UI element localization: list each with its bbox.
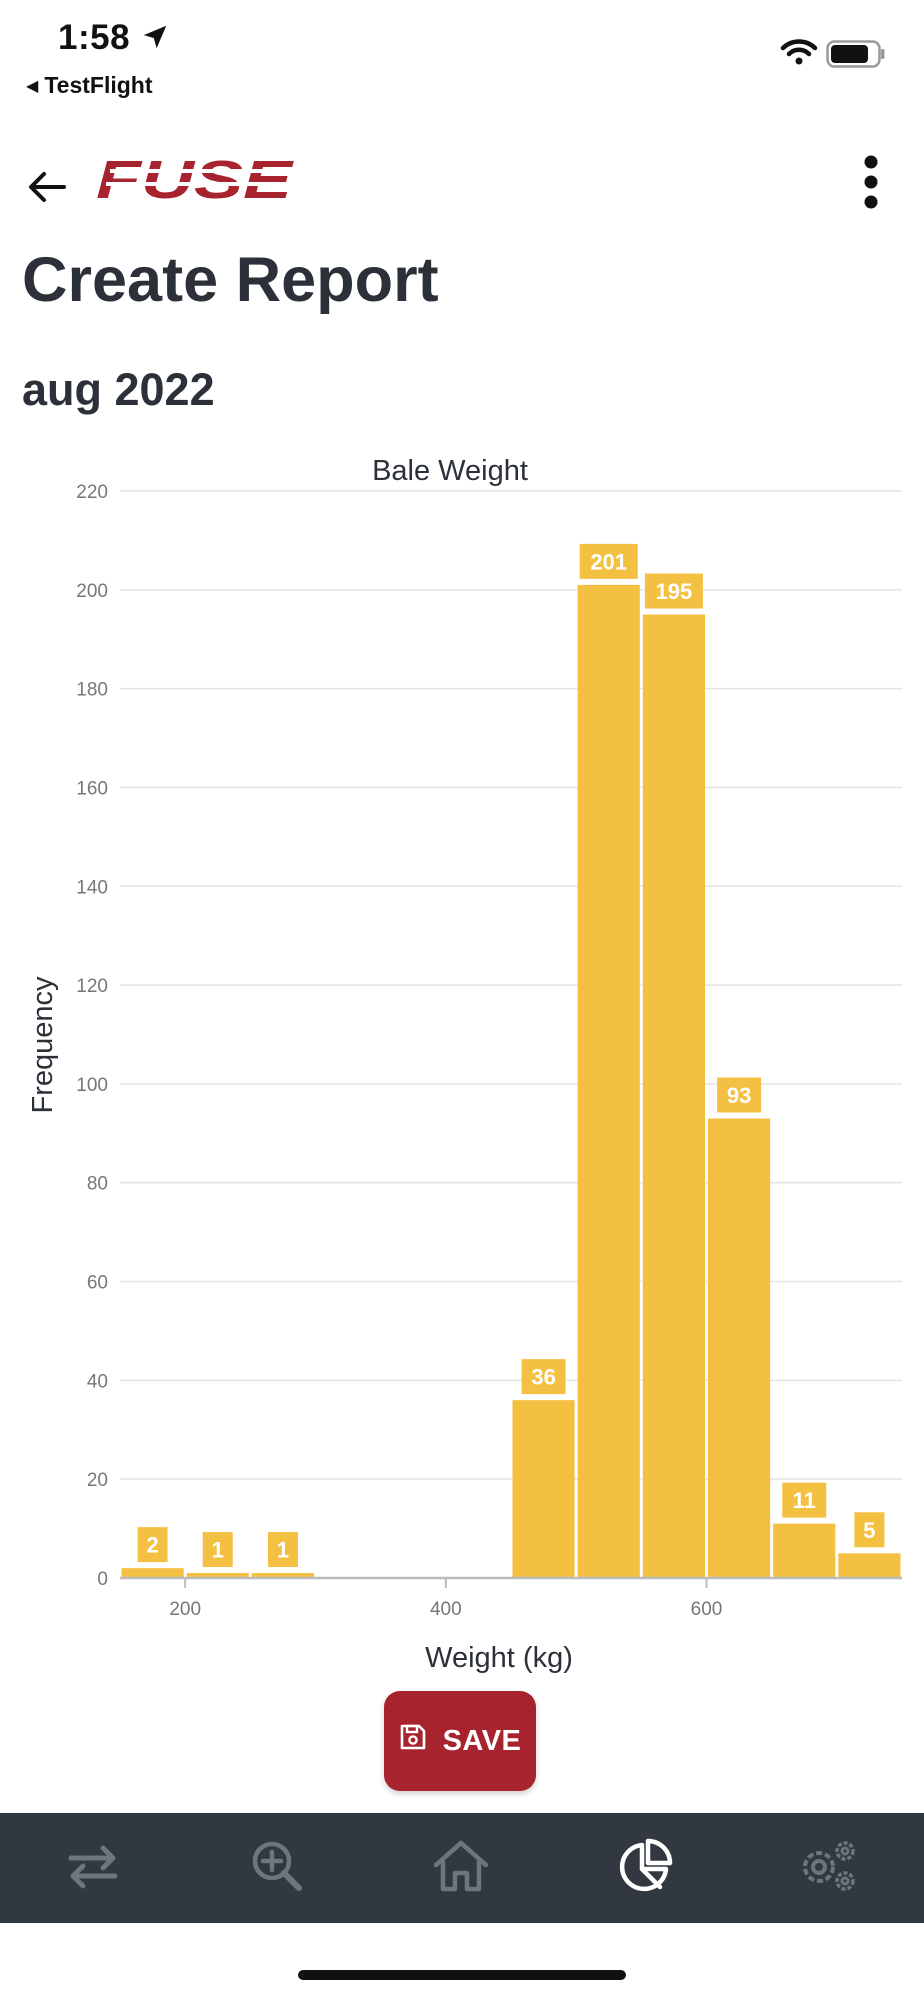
data-label-box <box>854 1512 885 1548</box>
nav-reports[interactable] <box>610 1835 680 1901</box>
pie-chart-icon <box>616 1837 674 1900</box>
y-tick-label: 180 <box>76 680 108 701</box>
data-label: 5 <box>863 1518 875 1543</box>
data-label-box <box>267 1532 298 1568</box>
floppy-disk-icon <box>399 1723 427 1759</box>
zoom-in-icon <box>249 1838 305 1899</box>
y-tick-label: 140 <box>76 877 108 898</box>
back-triangle-icon: ◀ <box>26 78 39 95</box>
nav-transfer[interactable] <box>58 1835 128 1901</box>
histogram-bar <box>577 584 640 1578</box>
y-tick-label: 120 <box>76 976 108 997</box>
data-label-box <box>202 1532 233 1568</box>
chart-gridlines <box>120 490 902 1480</box>
back-app-label: TestFlight <box>44 72 153 98</box>
bale-weight-chart: 2 1 1 36 201 195 93 11 5 0 20 40 60 80 100 120 140 160 18… <box>0 440 924 1680</box>
y-tick-label: 220 <box>76 482 108 503</box>
data-label-box <box>717 1077 762 1113</box>
histogram-bar <box>512 1400 575 1578</box>
gears-icon <box>797 1837 861 1900</box>
chart-x-axis-label: Weight (kg) <box>425 1642 573 1674</box>
x-tick-label: 600 <box>691 1599 723 1620</box>
svg-text:FUSE: FUSE <box>96 154 295 206</box>
nav-settings[interactable] <box>794 1835 864 1901</box>
data-label-box <box>579 543 638 579</box>
y-tick-label: 0 <box>97 1569 108 1590</box>
save-label: SAVE <box>442 1724 522 1757</box>
y-tick-label: 100 <box>76 1075 108 1096</box>
histogram-bar <box>642 614 705 1578</box>
status-time: 1:58 <box>58 18 131 57</box>
data-label: 36 <box>531 1365 555 1390</box>
page-title: Create Report <box>22 245 439 315</box>
nav-home[interactable] <box>426 1835 496 1901</box>
battery-icon <box>826 40 886 73</box>
transfer-arrows-icon <box>65 1842 121 1895</box>
data-label: 201 <box>590 549 627 574</box>
y-tick-label: 200 <box>76 581 108 602</box>
home-indicator <box>298 1970 626 1980</box>
report-period: aug 2022 <box>22 364 215 415</box>
status-bar: 1:58 ◀ TestFlight <box>0 0 924 110</box>
more-vertical-icon[interactable] <box>854 152 888 212</box>
data-label: 11 <box>793 1488 816 1513</box>
chart-title: Bale Weight <box>372 455 528 487</box>
data-label: 93 <box>727 1083 751 1108</box>
arrow-left-icon[interactable] <box>22 162 72 212</box>
y-tick-label: 40 <box>87 1371 108 1392</box>
chart-bars <box>121 584 901 1578</box>
y-tick-label: 160 <box>76 778 108 799</box>
data-label: 2 <box>146 1533 158 1558</box>
histogram-bar <box>186 1573 249 1578</box>
home-icon <box>432 1839 490 1898</box>
histogram-bar <box>773 1523 836 1578</box>
histogram-bar <box>121 1568 184 1578</box>
data-label-box <box>521 1359 566 1395</box>
bottom-navigation <box>0 1813 924 1923</box>
wifi-icon <box>780 38 818 71</box>
data-label: 195 <box>656 579 693 604</box>
x-tick-label: 200 <box>169 1599 201 1620</box>
chart-y-axis-label: Frequency <box>27 976 59 1114</box>
histogram-bar <box>838 1553 901 1578</box>
fuse-logo: FUSE <box>96 150 306 211</box>
y-tick-label: 80 <box>87 1174 108 1195</box>
data-label-box <box>782 1482 827 1518</box>
data-label-box <box>644 573 703 609</box>
save-button[interactable]: SAVE <box>384 1691 536 1791</box>
location-arrow-icon <box>140 22 170 57</box>
y-tick-label: 60 <box>87 1273 108 1294</box>
back-to-app-link[interactable]: ◀ TestFlight <box>26 72 152 99</box>
histogram-bar <box>251 1573 314 1578</box>
x-tick-label: 400 <box>430 1599 462 1620</box>
chart-axes: 0 20 40 60 80 100 120 140 160 180 200 220 200 400 600 <box>76 482 902 1620</box>
data-label: 1 <box>212 1538 224 1563</box>
data-label-box <box>137 1527 168 1563</box>
nav-search[interactable] <box>242 1835 312 1901</box>
histogram-bar <box>708 1118 771 1578</box>
data-label: 1 <box>277 1538 289 1563</box>
app-header: FUSE <box>0 140 924 230</box>
y-tick-label: 20 <box>87 1470 108 1491</box>
